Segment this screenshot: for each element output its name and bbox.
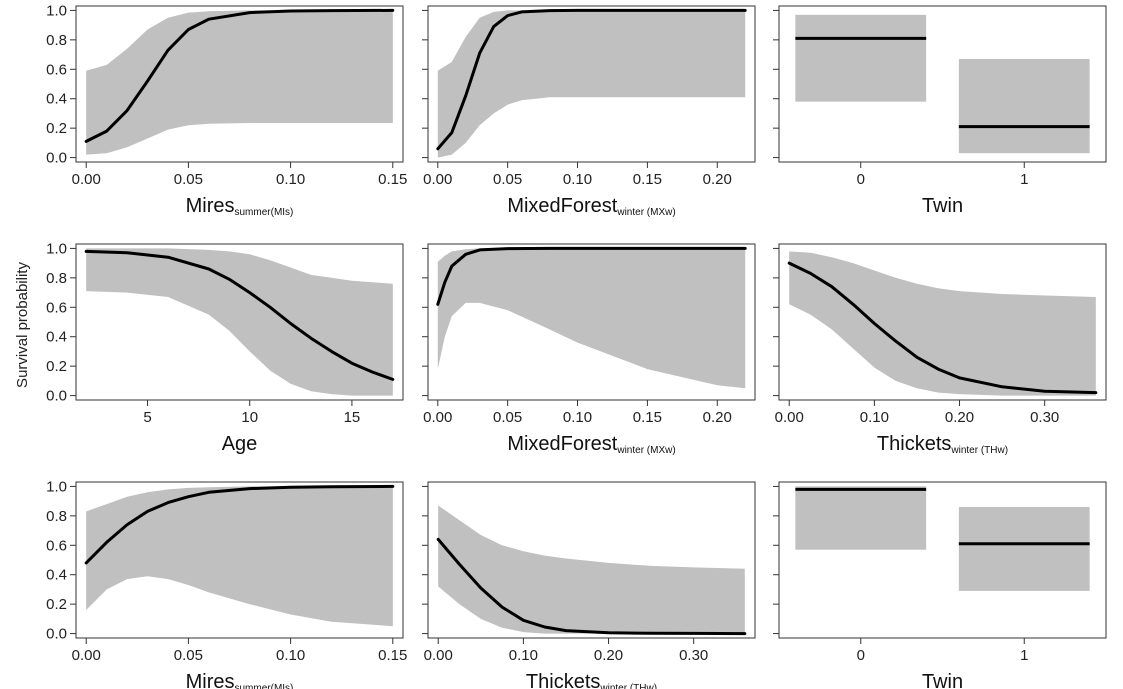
confidence-band [86, 10, 393, 155]
x-tick-label: 0.10 [276, 647, 305, 664]
x-tick-label: 0.00 [424, 647, 453, 664]
y-tick-label: 0.6 [46, 61, 67, 78]
x-tick-label: 0.00 [72, 647, 101, 664]
fitted-curve [436, 8, 747, 151]
x-tick-label: 0.10 [563, 171, 592, 188]
fitted-curve [84, 249, 395, 381]
x-tick-label: 0.10 [860, 409, 889, 426]
x-tick-label: 0.15 [633, 409, 662, 426]
plot-frame [778, 5, 1107, 163]
x-tick-label: 0.30 [679, 647, 708, 664]
y-tick-label: 1.0 [46, 2, 67, 19]
plot-frame [75, 481, 404, 639]
y-tick-label: 0.8 [46, 32, 67, 49]
x-tick-label: 0.05 [174, 647, 203, 664]
confidence-band-1 [958, 58, 1090, 154]
x-axis-label: Miressummer(MIs) [186, 671, 294, 689]
x-axis-label: Thicketswinter (THw) [877, 433, 1008, 456]
y-tick-label: 1.0 [46, 478, 67, 495]
x-tick-label: 0.05 [174, 171, 203, 188]
y-tick-label: 0.0 [46, 150, 67, 167]
fitted-curve [436, 537, 747, 636]
y-tick-label: 0.0 [46, 626, 67, 643]
fitted-curve [787, 261, 1098, 395]
y-tick-label: 0.8 [46, 508, 67, 525]
panels: 0.00.20.40.60.81.00.00 0.05 0.10 0.15Miress… [46, 2, 1107, 689]
x-tick-label: 0.15 [378, 171, 407, 188]
y-tick-label: 0.4 [46, 329, 67, 346]
fitted-curve [84, 8, 395, 143]
y-tick-label: 0.2 [46, 120, 67, 137]
fitted-curve [436, 246, 747, 306]
plot-frame [75, 5, 404, 163]
y-tick-label: 0.0 [46, 388, 67, 405]
x-tick-label: 0.15 [378, 647, 407, 664]
y-tick-label: 0.8 [46, 270, 67, 287]
x-tick-label: 1 [1020, 647, 1028, 664]
x-tick-label: 0.20 [945, 409, 974, 426]
x-axis-label: Miressummer(MIs) [186, 195, 294, 218]
plot-frame [427, 5, 756, 163]
confidence-band [86, 486, 393, 627]
panel-7: 0.0 0.2 0.4 0.6 0.8 1.0 0.00 0.05 0.10 0.15 Miress… [46, 478, 407, 689]
panel-1: 0.0 0.2 0.4 0.6 0.8 1.0 0.00 0.05 0.10 0.15 Miress… [46, 2, 407, 218]
panel-4: 0.0 0.2 0.4 0.6 0.8 1.0 5 10 15 Age [46, 240, 404, 455]
y-tick-label: 0.6 [46, 299, 67, 316]
x-tick-label: 0.15 [633, 171, 662, 188]
x-tick-label: 0.00 [72, 171, 101, 188]
fitted-curve [84, 484, 395, 565]
panel-3: 0 1 Twin [773, 5, 1107, 217]
plot-frame [778, 481, 1107, 639]
x-tick-label: 5 [143, 409, 151, 426]
x-tick-label: 0.20 [703, 409, 732, 426]
panel-2: 0.00 0.05 0.10 0.15 0.20 MixedForestwinter (M… [422, 5, 756, 218]
confidence-band [438, 505, 745, 634]
x-tick-label: 0.00 [423, 171, 452, 188]
confidence-band-0 [795, 14, 927, 102]
x-tick-label: 0.10 [563, 409, 592, 426]
x-tick-label: 0.10 [509, 647, 538, 664]
x-tick-label: 0.00 [423, 409, 452, 426]
panel-8: 0.00 0.10 0.20 0.30 Thicketswinter (THw) [422, 481, 756, 689]
x-axis-label: Age [222, 433, 258, 455]
x-tick-label: 10 [241, 409, 258, 426]
x-tick-label: 0.00 [775, 409, 804, 426]
plot-frame [427, 243, 756, 401]
x-axis-label: Twin [922, 671, 963, 689]
x-tick-label: 0 [857, 171, 865, 188]
x-tick-label: 0 [857, 647, 865, 664]
y-tick-label: 0.4 [46, 91, 67, 108]
y-tick-label: 0.6 [46, 537, 67, 554]
plot-frame [427, 481, 756, 639]
x-tick-label: 0.20 [594, 647, 623, 664]
plot-frame [75, 243, 404, 401]
y-tick-label: 0.4 [46, 567, 67, 584]
x-tick-label: 0.05 [493, 171, 522, 188]
x-tick-label: 0.20 [703, 171, 732, 188]
y-tick-label: 1.0 [46, 240, 67, 257]
y-tick-label: 0.2 [46, 596, 67, 613]
plot-frame [778, 243, 1107, 401]
panel-9: 0 1 Twin [773, 481, 1107, 689]
x-tick-label: 15 [344, 409, 361, 426]
confidence-band [437, 10, 746, 158]
confidence-band-0 [795, 486, 927, 550]
confidence-band [86, 248, 393, 396]
x-tick-label: 0.30 [1030, 409, 1059, 426]
confidence-band [437, 248, 746, 389]
x-axis-label: MixedForestwinter (MXw) [507, 195, 675, 218]
x-axis-label: Thicketswinter (THw) [526, 671, 657, 689]
panel-6: 0.00 0.10 0.20 0.30 Thicketswinter (THw) [773, 243, 1107, 456]
x-axis-label: MixedForestwinter (MXw) [507, 433, 675, 456]
confidence-band [789, 251, 1096, 396]
x-tick-label: 0.10 [276, 171, 305, 188]
confidence-band-1 [958, 507, 1090, 591]
x-tick-label: 0.05 [493, 409, 522, 426]
y-tick-label: 0.2 [46, 358, 67, 375]
y-axis-label: Survival probability [14, 262, 31, 388]
x-axis-label: Twin [922, 195, 963, 217]
panel-5: 0.00 0.05 0.10 0.15 0.20 MixedForestwinter (M… [422, 243, 756, 456]
x-tick-label: 1 [1020, 171, 1028, 188]
